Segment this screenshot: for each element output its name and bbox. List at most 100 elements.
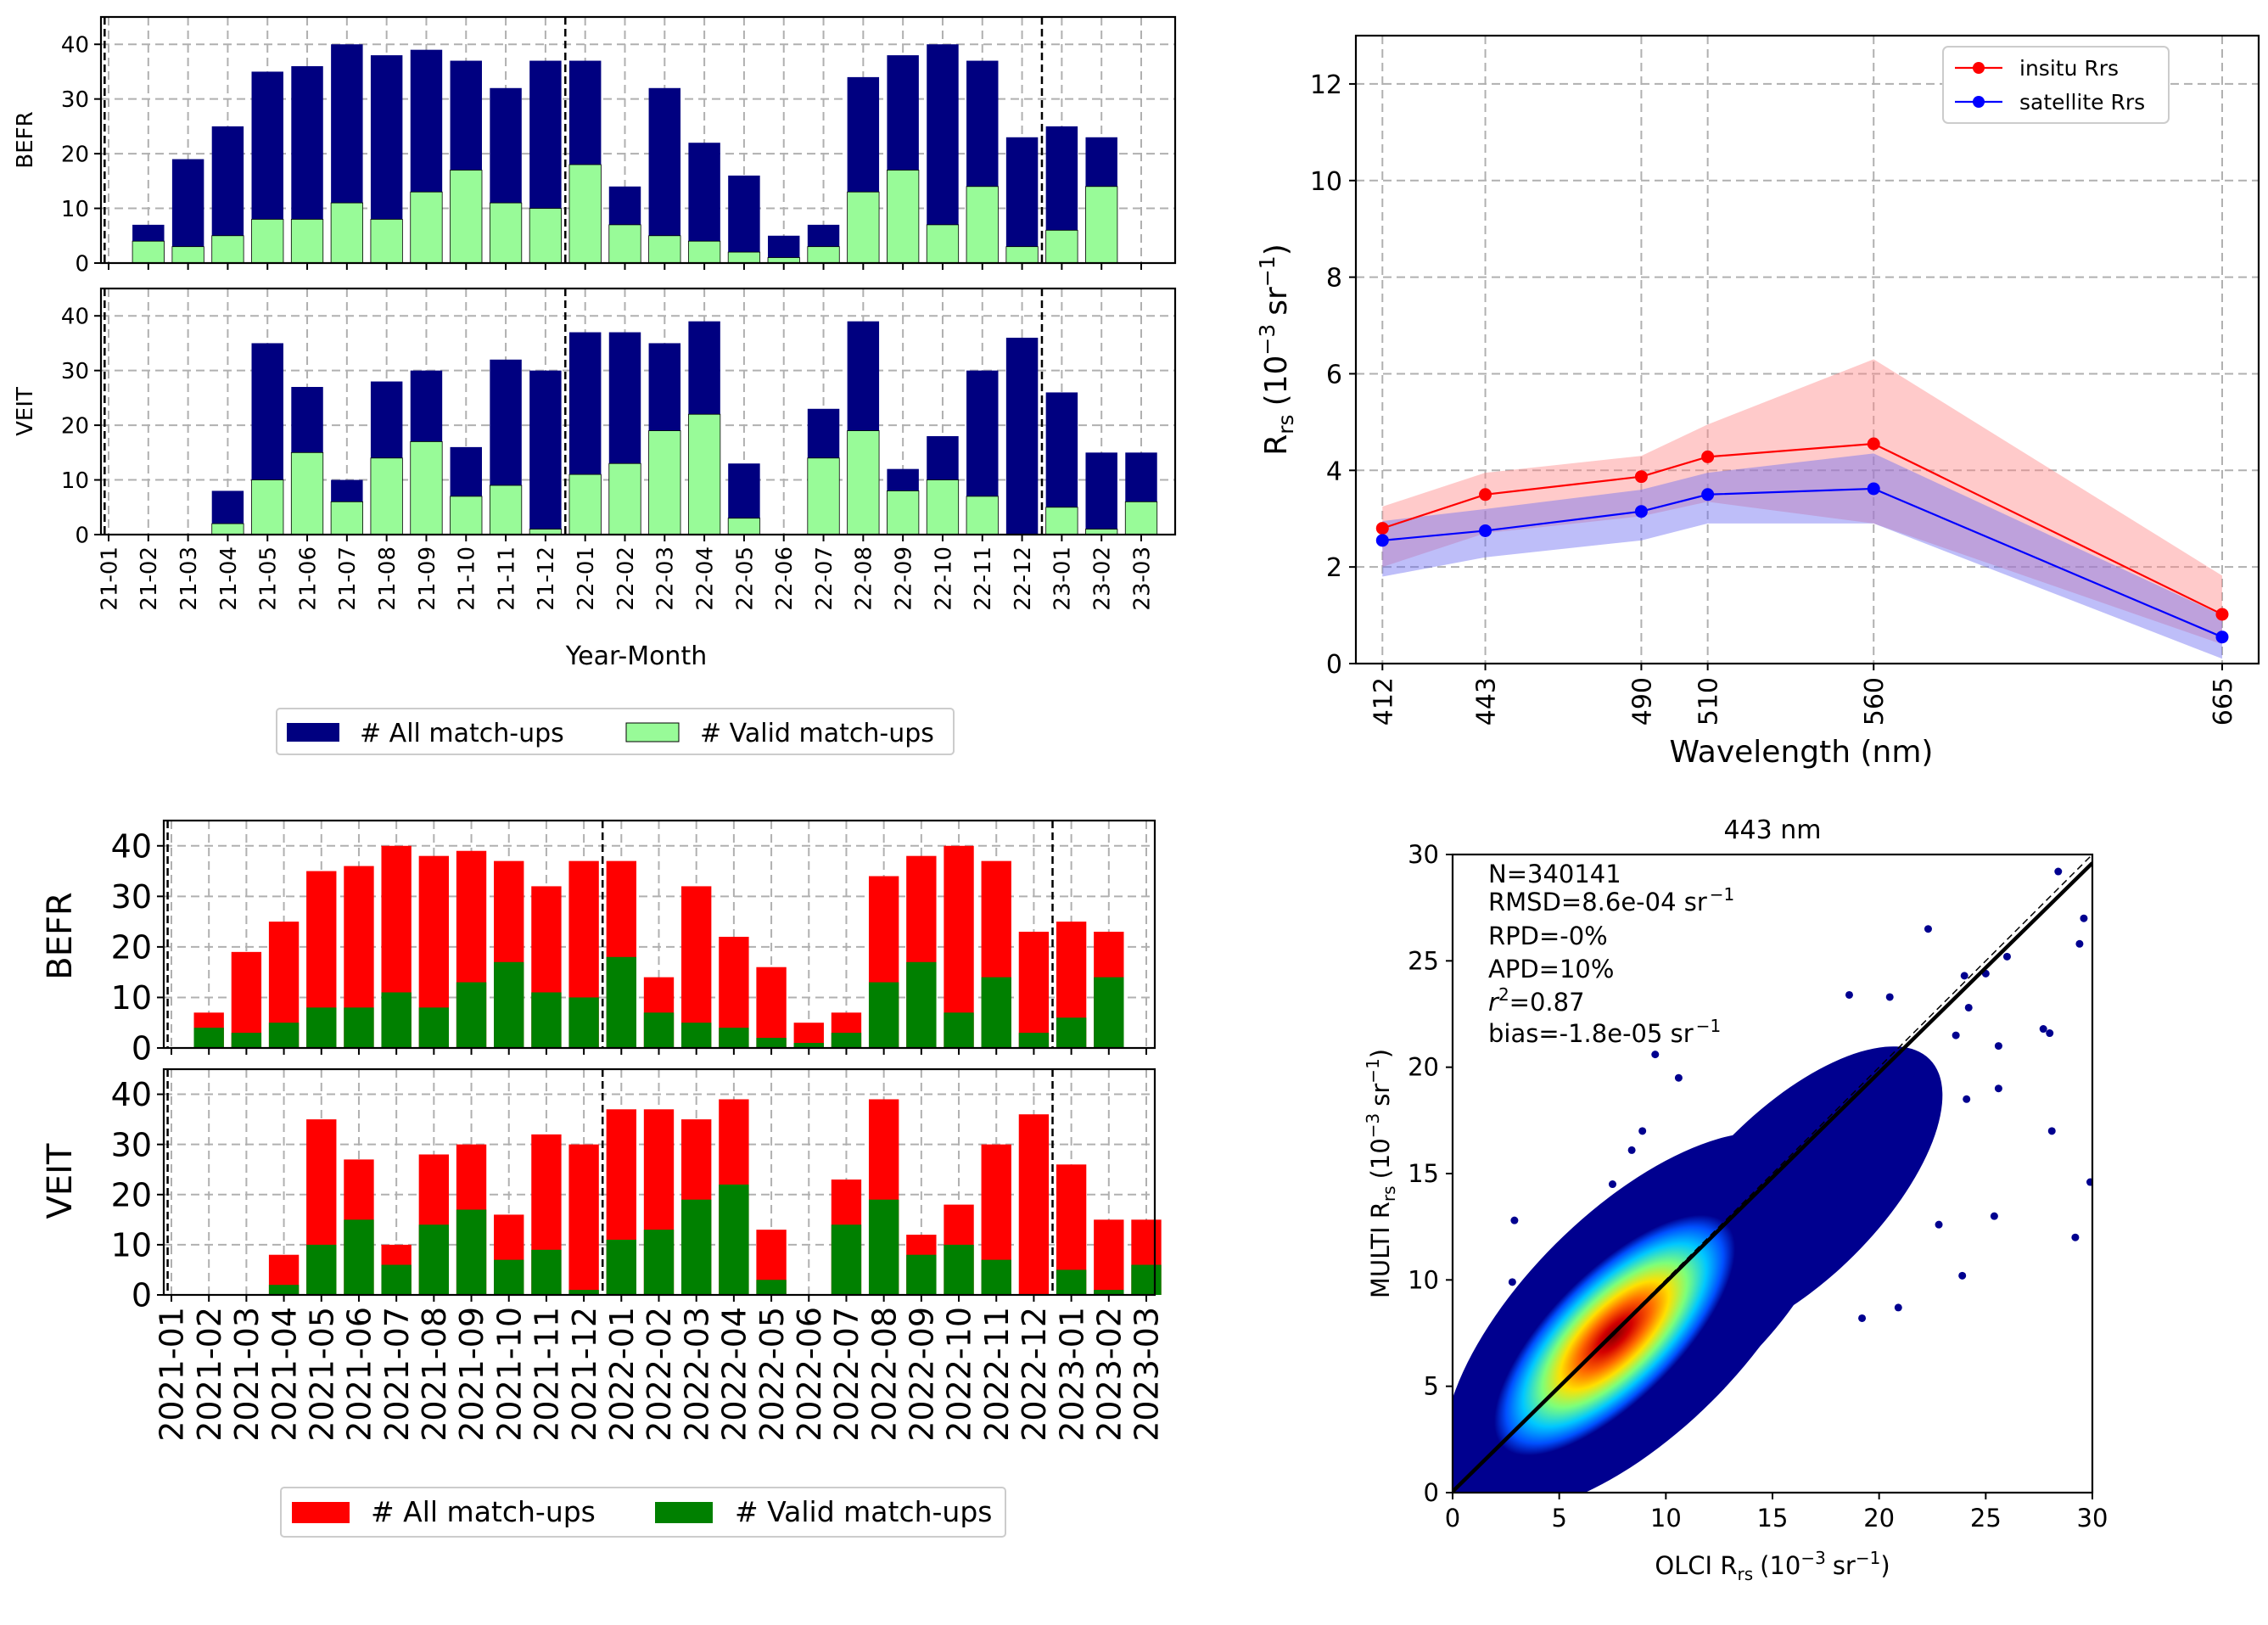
bar-valid-2023-02	[1094, 977, 1124, 1048]
outlier-point	[1990, 1212, 1998, 1220]
x-tick-21-10: 21-10	[455, 546, 480, 611]
stat-rmsd: RMSD=8.6e-04 sr −1	[1488, 884, 1734, 916]
stat-rmsd-text: RMSD=8.6e-04 sr	[1488, 888, 1707, 916]
br-ylabel-close: )	[1366, 1049, 1395, 1058]
top-left-veit-ylabel: VEIT	[13, 387, 38, 436]
stat-apd: APD=10%	[1488, 955, 1614, 983]
x-tick-22-09: 22-09	[892, 546, 917, 611]
bar-valid-2022-09	[906, 961, 937, 1048]
bottom-left-legend-frame	[280, 1487, 1006, 1538]
outlier-point	[1958, 1271, 1967, 1280]
x-tick-22-05: 22-05	[732, 546, 758, 611]
top-left-legend-swatch-valid	[625, 722, 680, 742]
top-right-chart: 0 2 4 6 8 10 12 412 443 490 510 560 665 Wavelength (…	[1255, 34, 2260, 770]
outlier-point	[1850, 1061, 1858, 1069]
x-tick-22-11: 22-11	[971, 546, 996, 611]
bl-ytick-label: 10	[111, 979, 152, 1017]
x-tick-23-03: 23-03	[1129, 546, 1155, 611]
tr-xtick-label-665: 665	[2209, 677, 2238, 726]
x-tick-21-08: 21-08	[375, 546, 400, 611]
x-tick-21-02: 21-02	[137, 546, 162, 611]
bar-valid-22-01	[568, 164, 602, 264]
tr-xtick-label-490: 490	[1627, 677, 1657, 726]
outlier-point	[2046, 1029, 2054, 1038]
bar-valid-23-01	[1045, 507, 1078, 535]
br-ytick-label: 25	[1408, 946, 1439, 975]
stat-r2-value: =0.87	[1509, 988, 1585, 1017]
bar-valid-2022-10	[944, 1244, 974, 1295]
bar-valid-22-04	[687, 413, 721, 535]
bar-valid-2022-04	[719, 1028, 749, 1048]
x-tick-2021-09: 2021-09	[453, 1307, 490, 1442]
bottom-right-ylabel: MULTI Rrs (10−3 sr−1)	[1363, 1049, 1399, 1298]
x-tick-23-01: 23-01	[1050, 546, 1076, 611]
br-ylabel-main: MULTI R	[1366, 1202, 1395, 1298]
bar-valid-2021-04	[268, 1023, 300, 1048]
tr-ytick-label: 2	[1326, 553, 1342, 583]
bar-valid-2021-11	[531, 1249, 562, 1295]
bar-valid-21-04	[211, 523, 244, 535]
x-tick-21-11: 21-11	[494, 546, 519, 611]
br-ytick-label: 5	[1424, 1372, 1439, 1401]
stat-bias: bias=-1.8e-05 sr −1	[1488, 1016, 1721, 1048]
stat-rmsd-exp: −1	[1710, 884, 1734, 905]
bar-valid-2022-07	[831, 1033, 862, 1048]
bar-valid-21-11	[489, 202, 523, 264]
br-xlabel-main: OLCI R	[1655, 1551, 1737, 1580]
outlier-point	[1726, 1140, 1734, 1148]
bar-valid-21-05	[251, 479, 284, 535]
bar-valid-22-12	[1005, 246, 1039, 264]
band-insitu	[1382, 359, 2222, 645]
bar-all-21-12	[529, 370, 562, 535]
bar-valid-21-07	[330, 202, 363, 264]
outlier-point	[1935, 1220, 1943, 1229]
bar-valid-22-09	[887, 170, 920, 264]
bar-valid-2022-05	[756, 1280, 787, 1295]
outlier-point	[2002, 952, 2011, 961]
x-tick-22-03: 22-03	[653, 546, 679, 611]
bar-valid-2022-08	[868, 982, 899, 1048]
outlier-point	[1994, 1084, 2002, 1093]
stat-rpd: RPD=-0%	[1488, 922, 1608, 950]
tl-ytick-label: 40	[61, 33, 89, 59]
outlier-point	[1789, 1219, 1798, 1227]
tr-xtick-label-510: 510	[1694, 677, 1724, 726]
bottom-left-legend-all: # All match-ups	[371, 1495, 596, 1528]
tr-ytick-label: 10	[1310, 167, 1342, 197]
x-tick-2021-04: 2021-04	[266, 1307, 303, 1442]
stat-r2-exp: 2	[1498, 984, 1509, 1005]
br-xtick-label: 0	[1445, 1504, 1460, 1533]
tl-ytick-label: 30	[61, 87, 89, 113]
bar-valid-22-10	[926, 224, 960, 264]
identity-line	[1453, 855, 2092, 1493]
outlier-point	[1885, 993, 1894, 1001]
bar-all-22-12	[1005, 338, 1039, 535]
tr-xtick-label-443: 443	[1472, 677, 1502, 726]
br-xlabel-exp: −3	[1800, 1548, 1825, 1568]
bottom-right-title: 443 nm	[1723, 815, 1821, 845]
br-xtick-label: 5	[1551, 1504, 1566, 1533]
tl-panel-frame	[99, 15, 1177, 265]
bar-valid-22-11	[966, 496, 999, 535]
x-tick-2022-02: 2022-02	[641, 1307, 678, 1442]
outlier-point	[1907, 1069, 1915, 1078]
bar-all-2022-03	[681, 886, 712, 1048]
bar-valid-22-02	[608, 462, 641, 535]
tl-ytick-label: 0	[75, 251, 89, 277]
bar-valid-22-11	[966, 186, 999, 264]
bar-all-2021-03	[231, 951, 262, 1048]
bar-valid-2022-12	[1018, 1033, 1050, 1048]
outlier-point	[1674, 1073, 1683, 1082]
x-tick-2021-11: 2021-11	[529, 1307, 566, 1442]
top-right-ylabel-close: )	[1259, 244, 1294, 255]
regression-line	[1453, 861, 2092, 1493]
bar-all-2021-12	[568, 1144, 599, 1295]
outlier-point	[2080, 914, 2088, 922]
bar-valid-21-02	[132, 240, 165, 264]
x-tick-22-01: 22-01	[574, 546, 599, 611]
x-tick-2022-03: 2022-03	[678, 1307, 715, 1442]
br-ylabel-exp: −3	[1363, 1113, 1383, 1138]
top-left-x-tick-labels: 21-01 21-02 21-03 21-04 21-05 21-06 21-07 21-08…	[97, 546, 1155, 611]
tl-ytick-label: 0	[75, 523, 89, 548]
